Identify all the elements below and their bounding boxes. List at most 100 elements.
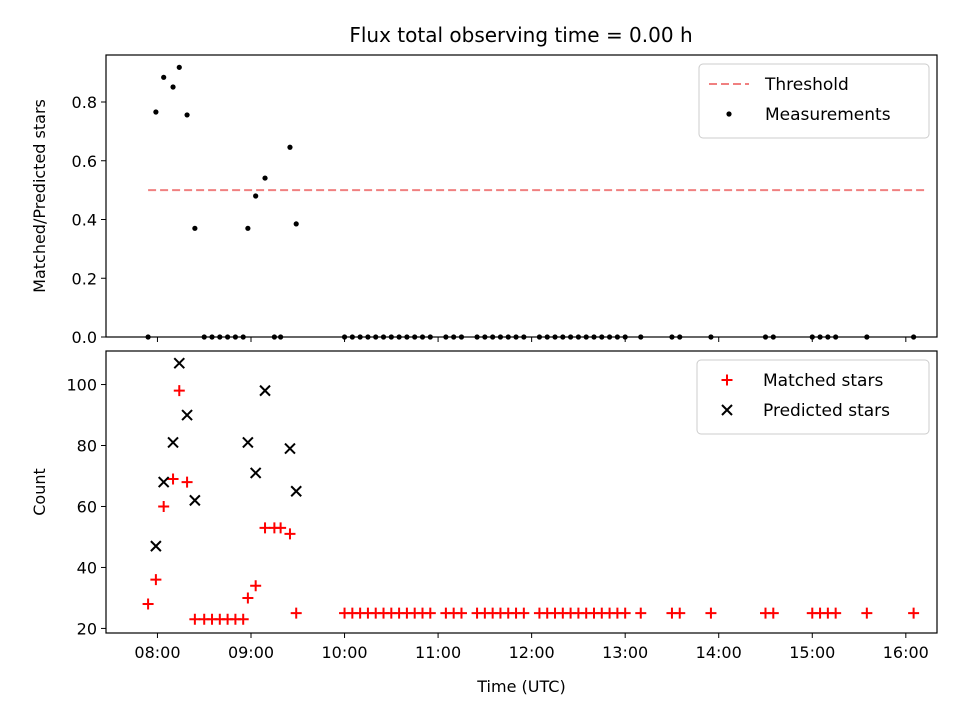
data-point	[167, 473, 179, 485]
data-point	[669, 334, 675, 340]
data-point	[176, 64, 182, 70]
data-point	[412, 334, 418, 340]
x-tick-label: 16:00	[883, 643, 929, 662]
data-point	[259, 384, 271, 397]
legend-predicted-swatch	[721, 404, 733, 416]
data-point	[201, 334, 207, 340]
data-point	[762, 334, 769, 340]
data-point	[142, 598, 154, 610]
data-point	[184, 112, 190, 118]
data-point	[497, 334, 504, 340]
legend: Matched stars Predicted stars	[696, 359, 930, 435]
data-point	[544, 334, 550, 340]
legend-box	[696, 359, 930, 435]
data-point	[290, 485, 302, 497]
data-point	[242, 436, 254, 449]
x-tick-label: 11:00	[415, 643, 461, 662]
data-point	[552, 334, 558, 340]
data-point	[278, 334, 284, 340]
data-point	[150, 540, 162, 552]
legend-matched-swatch	[721, 374, 733, 386]
data-point	[427, 334, 433, 340]
y-tick-label: 0.6	[72, 152, 97, 171]
data-point	[521, 334, 527, 340]
data-point	[173, 357, 185, 369]
chart-title: Flux total observing time = 0.00 h	[349, 23, 692, 47]
data-point	[674, 607, 686, 619]
data-point	[153, 109, 159, 115]
data-point	[482, 334, 488, 340]
y-axis-label: Count	[30, 468, 49, 516]
data-point	[443, 334, 449, 340]
data-point	[622, 334, 628, 340]
y-tick-label: 60	[77, 497, 97, 516]
legend-box	[698, 63, 930, 139]
data-point	[275, 522, 287, 534]
x-tick-label: 08:00	[134, 643, 180, 662]
data-point	[225, 334, 231, 340]
plot-frame	[105, 350, 938, 634]
data-point	[161, 74, 167, 80]
data-point	[249, 467, 262, 479]
data-point	[424, 607, 436, 619]
data-point	[864, 334, 870, 340]
data-point	[290, 607, 302, 619]
data-point	[474, 334, 480, 340]
x-tick-label: 09:00	[228, 643, 274, 662]
data-point	[284, 442, 296, 455]
data-point	[293, 221, 299, 227]
legend-label: Threshold	[764, 75, 849, 95]
data-point	[677, 334, 683, 340]
y-tick-label: 80	[77, 437, 97, 456]
data-point	[591, 334, 597, 340]
data-point	[181, 476, 193, 488]
y-tick-label: 40	[77, 558, 97, 577]
data-point	[606, 334, 613, 340]
legend: Threshold Measurements	[698, 63, 930, 139]
data-point	[767, 607, 779, 619]
data-point	[583, 334, 589, 340]
y-tick-label: 0.8	[72, 93, 97, 112]
data-point	[638, 334, 644, 340]
x-axis-label: Time (UTC)	[476, 677, 565, 696]
data-point	[262, 175, 268, 181]
data-point	[619, 607, 631, 619]
data-point	[614, 334, 620, 340]
data-point	[181, 409, 193, 421]
data-point	[189, 613, 201, 625]
data-point	[284, 528, 296, 540]
data-point	[458, 334, 465, 340]
y-tick-label: 0.2	[72, 269, 97, 288]
legend-label: Measurements	[765, 105, 891, 125]
data-point	[451, 334, 457, 340]
data-point	[505, 334, 511, 340]
data-point	[404, 334, 410, 340]
data-point	[705, 607, 717, 619]
data-point	[396, 334, 402, 340]
count-panel: 20 40 60 80 100 08:00 09:00 10:00 11:00 12:00 13:0…	[30, 350, 938, 696]
data-point	[349, 334, 355, 340]
y-tick-label: 20	[77, 619, 97, 638]
data-point	[250, 580, 262, 592]
x-tick-label: 10:00	[321, 643, 367, 662]
data-point	[173, 385, 185, 397]
data-point	[237, 613, 249, 625]
data-point	[271, 334, 277, 340]
x-tick-label: 13:00	[602, 643, 648, 662]
data-point	[240, 334, 246, 340]
x-tick-label: 14:00	[696, 643, 742, 662]
data-point	[357, 334, 363, 340]
data-point	[167, 436, 179, 449]
data-point	[708, 334, 714, 340]
x-tick-label: 15:00	[789, 643, 835, 662]
data-point	[518, 607, 530, 619]
data-point	[861, 607, 873, 619]
data-point	[341, 334, 348, 340]
data-point	[635, 607, 647, 619]
data-point	[536, 334, 543, 340]
data-point	[560, 334, 566, 340]
data-point	[575, 334, 582, 340]
legend-label: Matched stars	[763, 371, 883, 391]
data-point	[189, 494, 201, 507]
data-point	[373, 334, 379, 340]
